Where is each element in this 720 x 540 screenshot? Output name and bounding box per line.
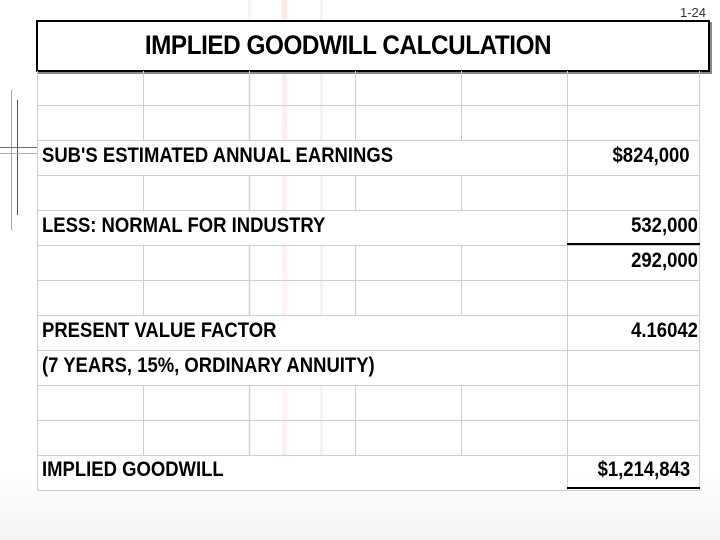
grid-line [37,245,700,246]
background-stripe [320,0,323,540]
decorative-line [0,147,60,148]
grid-line [37,455,700,456]
grid-line [37,350,700,351]
merged-cell [38,141,566,175]
grid-line [37,210,700,211]
decorative-line [0,153,50,154]
grid-line [37,280,700,281]
page-title: IMPLIED GOODWILL CALCULATION [144,30,552,60]
slide-number: 1-24 [679,5,706,20]
grid-line [461,71,462,491]
merged-cell [38,316,566,350]
row-value-pv-factor: 4.16042 [631,319,698,342]
row-value-excess: 292,000 [631,249,698,272]
row-label-pv-note: (7 YEARS, 15%, ORDINARY ANNUITY) [42,354,375,377]
row-value-earnings: $824,000 [612,144,690,167]
grid-line [37,315,700,316]
grid-line [37,385,700,386]
row-label-pv-factor: PRESENT VALUE FACTOR [42,319,277,342]
merged-cell [38,351,566,385]
total-rule [567,487,700,489]
worksheet-grid [37,71,700,491]
grid-line [37,71,38,491]
grid-line [699,71,700,491]
row-label-goodwill: IMPLIED GOODWILL [42,458,224,481]
row-label-earnings: SUB'S ESTIMATED ANNUAL EARNINGS [42,144,394,167]
subtotal-rule [567,243,700,245]
decorative-line [17,100,18,215]
merged-cell [38,456,566,490]
row-value-normal: 532,000 [631,214,698,237]
grid-line [249,71,250,491]
row-value-goodwill: $1,214,843 [597,458,690,481]
grid-line [143,71,144,491]
grid-line [37,105,700,106]
grid-line [37,175,700,176]
title-box: IMPLIED GOODWILL CALCULATION [36,20,710,72]
decorative-line [11,90,12,230]
row-label-normal: LESS: NORMAL FOR INDUSTRY [42,214,326,237]
grid-line [567,71,568,491]
grid-line [355,71,356,491]
merged-cell [38,211,566,245]
grid-line [37,140,700,141]
grid-line [37,490,700,491]
background-stripe [282,0,287,540]
grid-line [37,420,700,421]
